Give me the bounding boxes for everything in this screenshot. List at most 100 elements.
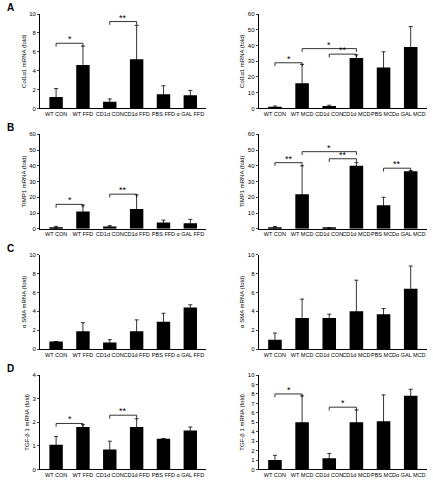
svg-text:C: C (7, 243, 14, 254)
svg-text:WT CON: WT CON (264, 231, 286, 237)
svg-text:*: * (68, 195, 72, 205)
svg-text:2: 2 (33, 419, 37, 425)
svg-text:50: 50 (248, 147, 255, 153)
svg-text:α GAL FFD: α GAL FFD (176, 352, 204, 358)
svg-text:CD1d CON: CD1d CON (96, 472, 124, 478)
svg-text:0: 0 (33, 467, 37, 473)
svg-text:4: 4 (33, 68, 37, 74)
svg-text:7: 7 (251, 401, 255, 407)
svg-text:*: * (327, 143, 331, 153)
svg-text:20: 20 (248, 74, 255, 80)
svg-text:1: 1 (251, 457, 255, 463)
svg-text:4: 4 (33, 372, 37, 378)
svg-text:2: 2 (251, 327, 255, 333)
svg-text:9: 9 (251, 382, 255, 388)
svg-text:6: 6 (251, 410, 255, 416)
svg-text:CD1d CON: CD1d CON (96, 352, 124, 358)
svg-text:50: 50 (29, 147, 36, 153)
svg-text:1: 1 (33, 443, 37, 449)
svg-text:10: 10 (248, 210, 255, 216)
svg-text:PBS FFD: PBS FFD (152, 352, 175, 358)
svg-text:TIMP1 mRNA (fold): TIMP1 mRNA (fold) (239, 156, 245, 208)
svg-text:WT MCD: WT MCD (291, 472, 314, 478)
svg-text:30: 30 (248, 58, 255, 64)
svg-text:PBS FFD: PBS FFD (152, 472, 175, 478)
svg-text:4: 4 (33, 308, 37, 314)
svg-text:2: 2 (33, 87, 37, 93)
svg-text:CD1d MCD: CD1d MCD (342, 472, 370, 478)
svg-text:**: ** (339, 150, 347, 160)
svg-text:α SMA mRNA (fold): α SMA mRNA (fold) (21, 276, 27, 328)
svg-text:60: 60 (248, 131, 255, 137)
svg-text:4: 4 (251, 429, 255, 435)
svg-text:PBS MCD: PBS MCD (371, 472, 396, 478)
svg-text:*: * (287, 54, 291, 64)
svg-text:PBS MCD: PBS MCD (371, 352, 396, 358)
svg-text:WT CON: WT CON (264, 111, 286, 117)
svg-text:CD1d FFD: CD1d FFD (123, 111, 149, 117)
svg-text:**: ** (119, 13, 127, 23)
svg-text:10: 10 (248, 372, 255, 378)
svg-text:40: 40 (248, 43, 255, 49)
svg-text:0: 0 (251, 467, 255, 473)
svg-text:60: 60 (29, 131, 36, 137)
svg-text:8: 8 (251, 271, 255, 277)
svg-text:6: 6 (251, 290, 255, 296)
svg-text:40: 40 (29, 163, 36, 169)
svg-text:α GAL MCD: α GAL MCD (396, 111, 426, 117)
svg-text:WT FFD: WT FFD (73, 472, 94, 478)
svg-text:TIMP1 mRNA (fold): TIMP1 mRNA (fold) (21, 156, 27, 208)
svg-text:40: 40 (248, 163, 255, 169)
svg-text:10: 10 (29, 210, 36, 216)
svg-text:α GAL MCD: α GAL MCD (396, 231, 426, 237)
svg-text:0: 0 (33, 346, 37, 352)
svg-text:CD1d CON: CD1d CON (96, 111, 124, 117)
svg-text:WT CON: WT CON (45, 231, 67, 237)
svg-text:0: 0 (251, 106, 255, 112)
svg-text:TGF-β 1 mRNA (fold): TGF-β 1 mRNA (fold) (24, 394, 30, 451)
svg-text:α GAL FFD: α GAL FFD (176, 472, 204, 478)
svg-text:WT CON: WT CON (45, 111, 67, 117)
svg-text:CD1d MCD: CD1d MCD (342, 352, 370, 358)
svg-text:CD1d FFD: CD1d FFD (123, 231, 149, 237)
svg-text:10: 10 (29, 252, 36, 258)
svg-text:0: 0 (251, 346, 255, 352)
svg-text:3: 3 (251, 438, 255, 444)
svg-text:8: 8 (33, 271, 37, 277)
svg-text:0: 0 (33, 106, 37, 112)
svg-text:PBS FFD: PBS FFD (152, 111, 175, 117)
svg-text:WT FFD: WT FFD (73, 231, 94, 237)
svg-text:0: 0 (251, 226, 255, 232)
svg-text:CD1d FFD: CD1d FFD (123, 352, 149, 358)
svg-text:α SMA mRNA (fold): α SMA mRNA (fold) (239, 276, 245, 328)
svg-text:CD1d CON: CD1d CON (96, 231, 124, 237)
svg-text:CD1d CON: CD1d CON (315, 231, 343, 237)
svg-text:5: 5 (251, 419, 255, 425)
svg-text:CD1d CON: CD1d CON (315, 352, 343, 358)
svg-text:WT CON: WT CON (45, 472, 67, 478)
svg-text:WT MCD: WT MCD (291, 352, 314, 358)
svg-text:CD1d MCD: CD1d MCD (342, 111, 370, 117)
svg-text:2: 2 (251, 448, 255, 454)
svg-text:WT MCD: WT MCD (291, 111, 314, 117)
svg-text:CD1d CON: CD1d CON (315, 111, 343, 117)
svg-text:10: 10 (29, 11, 36, 17)
svg-text:*: * (327, 40, 331, 50)
svg-text:**: ** (393, 159, 401, 169)
svg-text:*: * (68, 34, 72, 44)
svg-text:WT CON: WT CON (264, 472, 286, 478)
svg-text:α GAL FFD: α GAL FFD (176, 231, 204, 237)
svg-text:10: 10 (248, 90, 255, 96)
svg-text:CD1d CON: CD1d CON (315, 472, 343, 478)
svg-text:**: ** (119, 185, 127, 195)
svg-text:*: * (287, 385, 291, 395)
svg-text:α GAL MCD: α GAL MCD (396, 472, 426, 478)
svg-text:2: 2 (33, 327, 37, 333)
svg-text:CD1d FFD: CD1d FFD (123, 472, 149, 478)
svg-text:**: ** (119, 406, 127, 416)
svg-text:TGF-β 1 mRNA (fold): TGF-β 1 mRNA (fold) (239, 394, 245, 451)
svg-text:α GAL MCD: α GAL MCD (396, 352, 426, 358)
svg-text:**: ** (339, 45, 347, 55)
svg-text:PBS FFD: PBS FFD (152, 231, 175, 237)
svg-text:4: 4 (251, 308, 255, 314)
